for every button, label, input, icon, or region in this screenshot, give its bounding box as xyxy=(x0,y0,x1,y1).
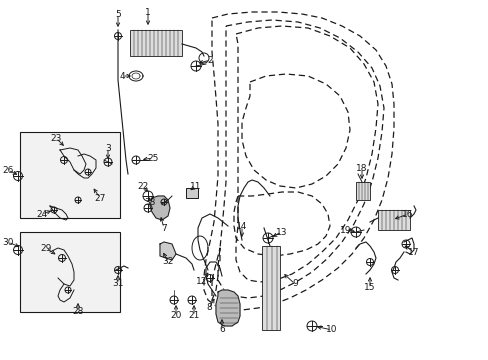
Text: 20: 20 xyxy=(170,311,182,320)
Text: 15: 15 xyxy=(364,284,375,292)
Text: 22: 22 xyxy=(137,181,148,190)
Bar xyxy=(20,232,120,312)
Text: 4: 4 xyxy=(119,72,124,81)
Bar xyxy=(262,246,280,330)
Polygon shape xyxy=(216,290,240,326)
Text: 10: 10 xyxy=(325,325,337,334)
Bar xyxy=(20,132,120,218)
Text: 16: 16 xyxy=(402,210,413,219)
Text: 8: 8 xyxy=(206,303,211,312)
Text: 21: 21 xyxy=(188,311,199,320)
Bar xyxy=(377,210,409,230)
Text: 2: 2 xyxy=(207,55,212,64)
Text: 29: 29 xyxy=(40,243,52,252)
Text: 13: 13 xyxy=(276,228,287,237)
Text: 9: 9 xyxy=(291,279,297,288)
Text: 3: 3 xyxy=(105,144,111,153)
Text: 27: 27 xyxy=(94,194,105,202)
Text: 26: 26 xyxy=(2,166,14,175)
Text: 32: 32 xyxy=(162,257,173,266)
Text: 25: 25 xyxy=(147,153,159,162)
Polygon shape xyxy=(150,196,170,220)
Bar xyxy=(355,182,369,200)
Text: 1: 1 xyxy=(145,8,151,17)
Bar xyxy=(130,30,182,56)
Text: 24: 24 xyxy=(36,210,47,219)
Text: 11: 11 xyxy=(190,181,202,190)
Text: 14: 14 xyxy=(236,221,247,230)
Text: 30: 30 xyxy=(2,238,14,247)
Text: 23: 23 xyxy=(50,134,61,143)
Polygon shape xyxy=(160,242,176,260)
Text: 12: 12 xyxy=(196,278,207,287)
Text: 5: 5 xyxy=(115,9,121,18)
Text: 19: 19 xyxy=(340,225,351,234)
Text: 33: 33 xyxy=(144,198,156,207)
Text: 6: 6 xyxy=(219,325,224,334)
Text: 18: 18 xyxy=(356,163,367,172)
Text: 31: 31 xyxy=(112,279,123,288)
Text: 28: 28 xyxy=(72,307,83,316)
Bar xyxy=(185,188,198,198)
Text: 7: 7 xyxy=(161,224,166,233)
Text: 17: 17 xyxy=(407,248,419,257)
